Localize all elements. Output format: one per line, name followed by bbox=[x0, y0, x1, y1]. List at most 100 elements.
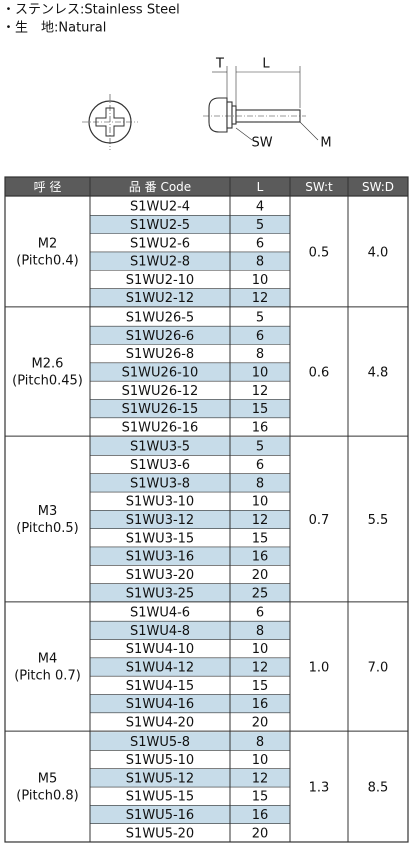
length-cell: 6 bbox=[256, 458, 264, 473]
row-stripe bbox=[90, 437, 290, 456]
code-cell: S1WU5-8 bbox=[130, 735, 190, 750]
row-stripe bbox=[90, 288, 290, 307]
length-cell: 12 bbox=[252, 513, 269, 528]
code-cell: S1WU4-16 bbox=[126, 697, 194, 712]
pitch-cell: (Pitch 0.7) bbox=[14, 669, 81, 684]
dim-label: L bbox=[262, 57, 270, 72]
code-cell: S1WU2-8 bbox=[130, 255, 190, 270]
length-cell: 15 bbox=[252, 531, 269, 546]
column-header: 品 番 Code bbox=[129, 180, 191, 194]
length-cell: 12 bbox=[252, 384, 269, 399]
row-stripe bbox=[90, 583, 290, 602]
code-cell: S1WU3-25 bbox=[126, 586, 194, 601]
column-header: 呼 径 bbox=[34, 180, 62, 194]
length-cell: 10 bbox=[252, 642, 269, 657]
t-cell: 0.7 bbox=[309, 513, 330, 528]
row-stripe bbox=[90, 326, 290, 345]
pitch-cell: (Pitch0.5) bbox=[16, 521, 78, 536]
dim-label: M bbox=[320, 136, 331, 151]
code-cell: S1WU3-12 bbox=[126, 513, 194, 528]
length-cell: 10 bbox=[252, 495, 269, 510]
row-stripe bbox=[90, 362, 290, 382]
row-stripe bbox=[90, 732, 290, 751]
code-cell: S1WU2-4 bbox=[130, 200, 190, 215]
code-cell: S1WU5-15 bbox=[126, 790, 194, 805]
code-cell: S1WU26-10 bbox=[122, 365, 199, 380]
size-cell: M2 bbox=[38, 236, 58, 251]
length-cell: 5 bbox=[256, 311, 264, 326]
code-cell: S1WU3-5 bbox=[130, 440, 190, 455]
row-stripe bbox=[90, 546, 290, 566]
row-stripe bbox=[90, 473, 290, 493]
row-stripe bbox=[90, 251, 290, 271]
code-cell: S1WU4-12 bbox=[126, 661, 194, 676]
length-cell: 20 bbox=[252, 568, 269, 583]
row-stripe bbox=[90, 510, 290, 529]
pitch-cell: (Pitch0.8) bbox=[16, 789, 78, 804]
spec-line: ・生 地:Natural bbox=[2, 21, 106, 36]
row-stripe bbox=[90, 694, 290, 713]
length-cell: 20 bbox=[252, 715, 269, 730]
code-cell: S1WU5-10 bbox=[126, 753, 194, 768]
code-cell: S1WU4-6 bbox=[130, 606, 190, 621]
length-cell: 6 bbox=[256, 329, 264, 344]
code-cell: S1WU4-10 bbox=[126, 642, 194, 657]
header-bg bbox=[5, 177, 408, 196]
length-cell: 5 bbox=[256, 218, 264, 233]
code-cell: S1WU26-6 bbox=[126, 329, 194, 344]
size-cell: M3 bbox=[38, 504, 58, 519]
length-cell: 12 bbox=[252, 771, 269, 786]
length-cell: 16 bbox=[252, 697, 269, 712]
code-cell: S1WU26-15 bbox=[122, 402, 199, 417]
dim-label: SW bbox=[251, 136, 272, 151]
t-cell: 0.5 bbox=[309, 245, 330, 260]
code-cell: S1WU3-8 bbox=[130, 476, 190, 491]
row-stripe bbox=[90, 621, 290, 640]
code-cell: S1WU3-16 bbox=[126, 550, 194, 565]
length-cell: 12 bbox=[252, 291, 269, 306]
code-cell: S1WU4-8 bbox=[130, 624, 190, 639]
row-stripe bbox=[90, 805, 290, 824]
code-cell: S1WU3-10 bbox=[126, 495, 194, 510]
code-cell: S1WU26-5 bbox=[126, 311, 194, 326]
row-stripe bbox=[90, 657, 290, 677]
code-cell: S1WU26-16 bbox=[122, 420, 199, 435]
length-cell: 8 bbox=[256, 255, 264, 270]
code-cell: S1WU2-10 bbox=[126, 273, 194, 288]
length-cell: 16 bbox=[252, 550, 269, 565]
length-cell: 15 bbox=[252, 790, 269, 805]
column-header: SW:t bbox=[305, 180, 333, 194]
length-cell: 10 bbox=[252, 365, 269, 380]
row-stripe bbox=[90, 399, 290, 418]
size-cell: M4 bbox=[38, 652, 58, 667]
code-cell: S1WU26-8 bbox=[126, 347, 194, 362]
code-cell: S1WU5-20 bbox=[126, 826, 194, 841]
pitch-cell: (Pitch0.4) bbox=[16, 253, 78, 268]
size-cell: M2.6 bbox=[32, 356, 64, 371]
length-cell: 15 bbox=[252, 402, 269, 417]
d-cell: 7.0 bbox=[368, 661, 389, 676]
row-stripe bbox=[90, 768, 290, 788]
length-cell: 8 bbox=[256, 735, 264, 750]
d-cell: 5.5 bbox=[368, 513, 389, 528]
d-cell: 4.0 bbox=[368, 245, 389, 260]
code-cell: S1WU5-16 bbox=[126, 808, 194, 823]
t-cell: 0.6 bbox=[309, 365, 330, 380]
length-cell: 8 bbox=[256, 624, 264, 639]
length-cell: 6 bbox=[256, 236, 264, 251]
length-cell: 5 bbox=[256, 440, 264, 455]
code-cell: S1WU5-12 bbox=[126, 771, 194, 786]
table-border bbox=[4, 176, 409, 843]
length-cell: 10 bbox=[252, 273, 269, 288]
size-cell: M5 bbox=[38, 772, 58, 787]
length-cell: 8 bbox=[256, 476, 264, 491]
column-header: L bbox=[257, 180, 264, 194]
length-cell: 6 bbox=[256, 606, 264, 621]
t-cell: 1.0 bbox=[309, 661, 330, 676]
pitch-cell: (Pitch0.45) bbox=[12, 373, 83, 388]
t-cell: 1.3 bbox=[309, 781, 330, 796]
side-view bbox=[203, 66, 319, 141]
code-cell: S1WU2-5 bbox=[130, 218, 190, 233]
code-cell: S1WU26-12 bbox=[122, 384, 199, 399]
